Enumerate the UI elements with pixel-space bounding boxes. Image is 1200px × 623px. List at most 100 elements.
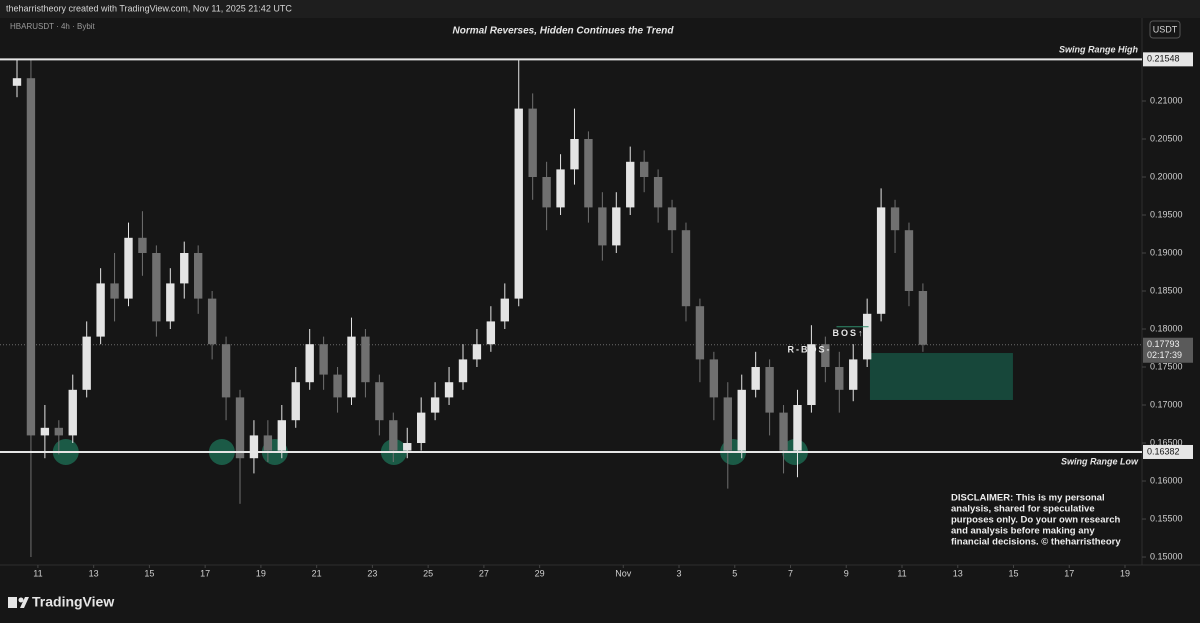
candle-body	[277, 420, 286, 451]
x-tick-label: 19	[1120, 568, 1130, 578]
y-tick-label: 0.15000	[1150, 551, 1183, 561]
candle-body	[584, 138, 593, 208]
x-tick-label: 15	[1008, 568, 1018, 578]
header-bar	[0, 0, 1200, 18]
candle-body	[305, 344, 314, 383]
candle-body	[444, 382, 454, 398]
candle-body	[793, 405, 802, 451]
candle-body	[918, 291, 928, 345]
currency-label[interactable]: USDT	[1153, 24, 1178, 34]
candle-body	[904, 230, 914, 292]
disclaimer-line: and analysis before making any	[951, 526, 1095, 537]
order-block-zone	[869, 353, 1013, 400]
candle-body	[221, 344, 231, 398]
candle-body	[849, 359, 858, 390]
x-tick-label: 17	[200, 568, 210, 578]
y-tick-label: 0.19500	[1150, 209, 1183, 219]
x-tick-label: 17	[1064, 568, 1074, 578]
candle-body	[835, 367, 844, 390]
x-tick-label: Nov	[615, 568, 632, 578]
candle-body	[612, 207, 621, 246]
x-tick-label: 29	[535, 568, 545, 578]
y-tick-label: 0.16000	[1150, 475, 1183, 485]
x-tick-label: 25	[423, 568, 433, 578]
logo-icon	[18, 597, 24, 603]
y-tick-label: 0.17000	[1150, 399, 1183, 409]
candle-body	[347, 336, 356, 398]
logo-icon	[20, 597, 29, 608]
candle-body	[486, 321, 496, 345]
last-price-box	[1143, 337, 1193, 363]
y-tick-label: 0.19000	[1150, 247, 1183, 257]
candle-body	[598, 207, 607, 246]
candle-body	[723, 397, 732, 451]
candle-body	[807, 344, 816, 406]
y-tick-label: 0.17500	[1150, 361, 1183, 371]
candle-body	[681, 230, 691, 307]
level-price-label: 0.21548	[1147, 54, 1180, 64]
disclaimer-line: purposes only. Do your own research	[951, 515, 1120, 526]
x-tick-label: 5	[732, 568, 737, 578]
candle-body	[458, 359, 468, 383]
y-tick-label: 0.20500	[1150, 133, 1183, 143]
candle-body	[82, 336, 91, 390]
candle-body	[26, 78, 36, 436]
candle-body	[152, 253, 161, 322]
candle-body	[333, 374, 342, 398]
candle-body	[207, 298, 217, 345]
candle-body	[40, 427, 50, 436]
candle-body	[751, 367, 760, 390]
chart-title: Normal Reverses, Hidden Continues the Tr…	[453, 26, 675, 37]
candle-body	[821, 344, 830, 368]
candle-body	[876, 207, 886, 314]
currency-button[interactable]	[1149, 20, 1181, 39]
candle-body	[249, 435, 259, 459]
x-tick-label: 11	[33, 568, 42, 578]
footer-logo: TradingView	[8, 594, 114, 610]
y-tick-label: 0.20000	[1150, 171, 1183, 181]
candle-body	[180, 253, 189, 284]
disclaimer-line: analysis, shared for speculative	[951, 504, 1095, 515]
candle-body	[779, 412, 788, 451]
disclaimer-line: DISCLAIMER: This is my personal	[951, 493, 1105, 504]
candle-body	[709, 359, 719, 398]
candle-body	[166, 283, 175, 322]
candle-body	[138, 237, 147, 254]
y-tick-label: 0.21000	[1150, 95, 1183, 105]
x-tick-label: 7	[788, 568, 793, 578]
candle-body	[291, 382, 300, 421]
candle-body	[737, 389, 746, 451]
candle-body	[570, 138, 579, 170]
candle-body	[528, 108, 537, 178]
x-tick-label: 11	[897, 568, 906, 578]
r-bos-label: R-BOS-	[788, 345, 832, 355]
candle-body	[54, 427, 63, 436]
candle-body	[263, 435, 273, 451]
last-price-timer: 02:17:39	[1147, 350, 1182, 360]
candle-body	[626, 161, 635, 208]
candle-body	[96, 283, 105, 337]
x-tick-label: 27	[479, 568, 489, 578]
last-price-label: 0.17793	[1147, 339, 1180, 349]
x-tick-label: 3	[677, 568, 682, 578]
candle-body	[389, 420, 398, 451]
candle-body	[319, 344, 328, 375]
candle-body	[639, 161, 649, 178]
level-name: Swing Range High	[1059, 45, 1139, 55]
disclaimer-line: financial decisions. © theharristheory	[951, 537, 1121, 548]
candle-body	[416, 412, 426, 444]
level-name: Swing Range Low	[1061, 456, 1139, 466]
x-tick-label: 19	[256, 568, 266, 578]
logo-icon	[8, 597, 17, 608]
y-tick-label: 0.18500	[1150, 285, 1183, 295]
candle-body	[124, 237, 133, 299]
header-text: theharristheory created with TradingView…	[6, 3, 292, 13]
candle-body	[472, 344, 482, 360]
candle-body	[556, 169, 565, 208]
candle-body	[765, 367, 774, 413]
candle-body	[375, 382, 384, 421]
logo-text: TradingView	[32, 594, 114, 610]
x-tick-label: 21	[312, 568, 322, 578]
